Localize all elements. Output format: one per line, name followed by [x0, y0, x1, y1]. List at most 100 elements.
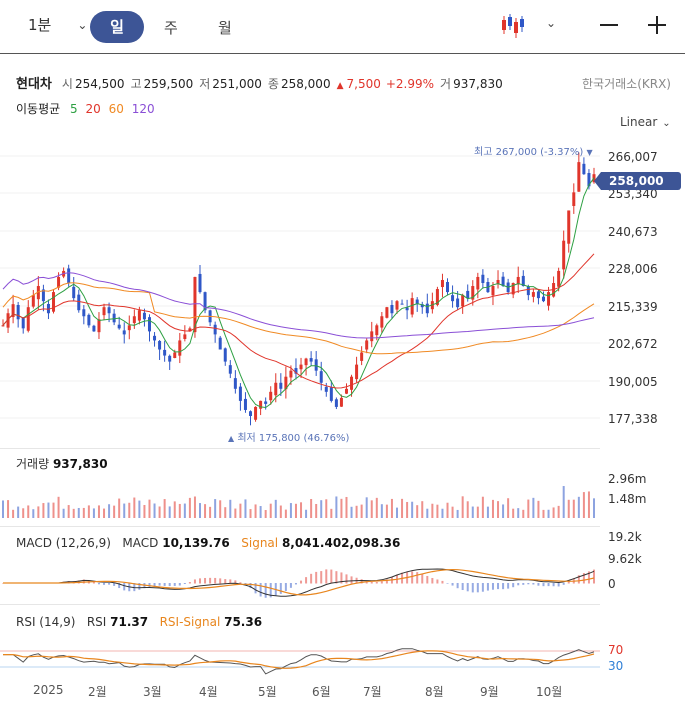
candle-body — [309, 358, 313, 362]
tab-month[interactable]: 월 — [218, 19, 232, 37]
volume-bar — [365, 497, 368, 518]
month-tick: 10월 — [536, 685, 563, 699]
exchange-label: 한국거래소(KRX) — [582, 77, 671, 91]
macd-histogram-bar — [587, 571, 590, 584]
volume-bar — [57, 496, 60, 518]
tab-week[interactable]: 주 — [164, 19, 178, 37]
candle-body — [87, 314, 91, 326]
volume-bar — [577, 496, 580, 518]
macd-histogram-bar — [199, 578, 201, 584]
macd-histogram-bar — [269, 583, 272, 598]
candle-body — [82, 309, 86, 317]
volume-bar — [284, 509, 287, 518]
candle-body — [264, 401, 268, 404]
candle-body — [46, 303, 50, 314]
high-value: 259,500 — [143, 77, 194, 91]
macd-histogram-bar — [330, 569, 333, 584]
volume-bar — [168, 506, 171, 518]
candle-body — [31, 295, 35, 307]
macd-histogram-bar — [254, 583, 257, 594]
macd-histogram-bar — [431, 577, 434, 584]
volume-bar — [274, 499, 277, 518]
volume-bar — [411, 501, 414, 518]
candle-body — [536, 291, 540, 299]
price-tick: 202,672 — [608, 337, 658, 351]
low-marker: ▲ 최저 175,800 (46.76%) — [228, 433, 350, 444]
macd-histogram-bar — [527, 583, 530, 585]
volume-bar — [486, 506, 489, 518]
macd-histogram-bar — [426, 575, 429, 584]
volume-bar — [97, 505, 100, 518]
chart-type-chevron-icon[interactable]: ⌄ — [546, 16, 557, 30]
candle-body — [476, 276, 480, 290]
macd-histogram-bar — [229, 579, 232, 584]
macd-histogram-bar — [209, 577, 212, 584]
candle-body — [183, 334, 187, 339]
volume-bar — [380, 504, 383, 518]
candle-body — [471, 286, 475, 300]
toolbar: 1분 ⌄ 일 주 월 ⌄ — [0, 0, 685, 54]
volume-bar — [269, 503, 272, 518]
candle-body — [526, 286, 530, 296]
volume-bar — [350, 506, 353, 518]
macd-line — [3, 568, 595, 597]
candle-body — [193, 276, 197, 333]
macd-histogram-bar — [138, 583, 141, 590]
volume-bar — [557, 505, 560, 518]
macd-histogram-bar — [315, 571, 318, 584]
change-percent: +2.99% — [385, 77, 435, 91]
volume-bar — [330, 508, 333, 518]
volume-bar — [522, 509, 525, 518]
candle-body — [77, 294, 81, 311]
macd-histogram-bar — [567, 581, 570, 584]
macd-histogram-bar — [133, 583, 136, 592]
volume-bar — [158, 506, 161, 518]
candle-body — [102, 307, 106, 316]
candle-body — [395, 301, 399, 310]
macd-histogram-bar — [441, 580, 444, 584]
macd-histogram-bar — [360, 579, 363, 584]
candle-body — [501, 276, 505, 287]
candle-body — [158, 340, 162, 350]
macd-histogram-bar — [264, 583, 267, 598]
volume-bar — [320, 500, 323, 518]
candle-body — [52, 292, 56, 312]
scale-mode-select[interactable]: Linear ⌄ — [620, 115, 671, 129]
macd-tick: 9.62k — [608, 552, 642, 566]
macd-histogram-bar — [300, 580, 303, 584]
rsi-tick-70: 70 — [608, 643, 624, 657]
volume-bar — [82, 507, 85, 518]
rsi-signal-line — [3, 650, 595, 669]
volume-bar — [234, 508, 237, 518]
tab-day[interactable]: 일 — [90, 11, 144, 43]
timeframe-select[interactable]: 1분 ⌄ — [28, 14, 87, 35]
candle-body — [16, 304, 20, 320]
candlestick-chart-icon[interactable] — [500, 12, 526, 40]
month-tick: 7월 — [363, 685, 382, 699]
candle-body — [228, 365, 232, 374]
volume-bar — [62, 508, 65, 518]
volume-bar — [7, 500, 10, 518]
candle-body — [142, 312, 146, 320]
candle-body — [314, 359, 318, 371]
macd-histogram-bar — [92, 581, 95, 584]
volume-bar — [532, 497, 535, 518]
volume-bar — [436, 504, 439, 518]
macd-histogram-bar — [153, 583, 156, 587]
macd-histogram-bar — [552, 583, 555, 587]
close-value: 258,000 — [280, 77, 331, 91]
macd-histogram-bar — [284, 583, 287, 592]
volume-bar — [12, 509, 15, 518]
volume-bar — [133, 497, 136, 518]
candle-body — [269, 391, 273, 401]
moving-average-legend: 이동평균 5 20 60 120 — [16, 100, 161, 117]
macd-histogram-bar — [193, 579, 196, 584]
volume-bar — [143, 504, 146, 518]
month-tick: 2월 — [88, 685, 107, 699]
zoom-out-icon[interactable] — [600, 24, 618, 26]
candle-body — [541, 296, 545, 302]
volume-bar — [123, 503, 126, 518]
macd-histogram-bar — [562, 583, 565, 585]
candle-body — [405, 307, 409, 311]
